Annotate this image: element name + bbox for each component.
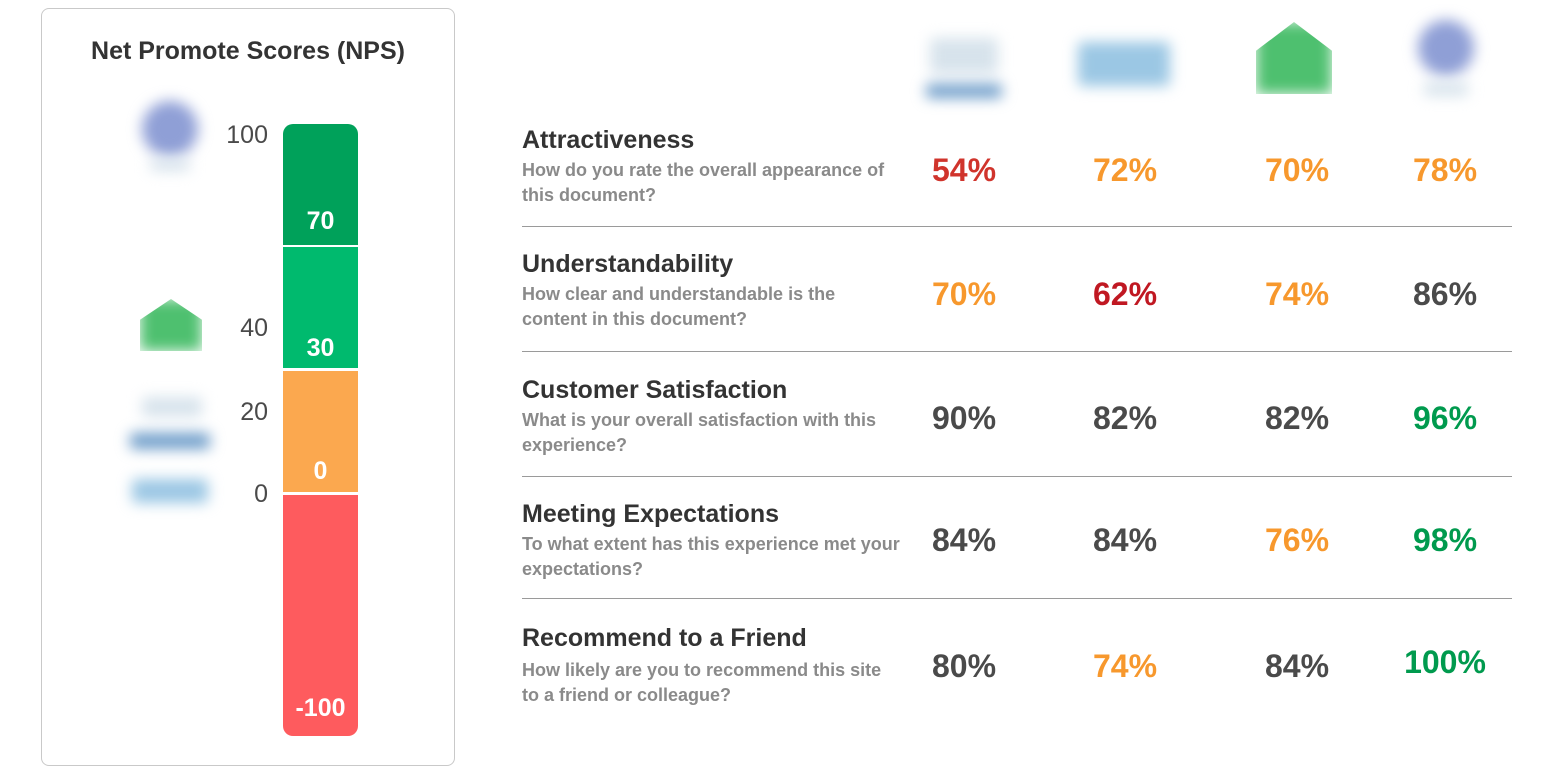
score-cell: 74% (1264, 276, 1330, 312)
scale-label-40: 40 (240, 314, 268, 342)
score-cell: 72% (1092, 152, 1158, 188)
column-logo-1-icon (930, 38, 998, 74)
nps-segment-good: 30 (283, 247, 358, 368)
row-divider (522, 226, 1512, 227)
metric-row-meeting-expectations: Meeting Expectations To what extent has … (522, 498, 1512, 598)
metric-row-customer-satisfaction: Customer Satisfaction What is your overa… (522, 374, 1512, 474)
nps-segment-label: 70 (306, 207, 335, 235)
nps-segment-detractors: -100 (283, 495, 358, 736)
metric-question: To what extent has this experience met y… (522, 534, 900, 579)
row-divider (522, 351, 1512, 352)
column-logo-2-icon (1078, 42, 1170, 86)
score-cell: 98% (1412, 522, 1478, 558)
metric-title: Customer Satisfaction (522, 376, 788, 404)
score-cell: 90% (931, 400, 997, 436)
nps-segment-label: 0 (313, 457, 328, 485)
score-cell: 84% (1264, 648, 1330, 684)
blurred-logo-caption-icon (150, 159, 190, 171)
nps-gauge: 70 30 0 -100 (283, 124, 358, 736)
metric-row-understandability: Understandability How clear and understa… (522, 248, 1512, 348)
metric-row-recommend-to-a-friend: Recommend to a Friend How likely are you… (522, 622, 1512, 722)
score-cell: 80% (931, 648, 997, 684)
metric-question: How clear and understandable is the cont… (522, 284, 836, 329)
metrics-table: Attractiveness How do you rate the overa… (522, 0, 1512, 772)
score-cell: 96% (1412, 400, 1478, 436)
nps-segment-neutral: 0 (283, 371, 358, 492)
score-cell: 84% (1092, 522, 1158, 558)
blurred-logo-light-icon (142, 397, 202, 417)
scale-label-0: 0 (254, 480, 268, 508)
blurred-logo-house-icon (140, 299, 202, 351)
metric-title: Attractiveness (522, 126, 695, 154)
score-cell: 100% (1404, 644, 1486, 680)
metric-row-attractiveness: Attractiveness How do you rate the overa… (522, 124, 1512, 224)
score-cell: 78% (1412, 152, 1478, 188)
score-cell: 74% (1092, 648, 1158, 684)
metric-question: How likely are you to recommend this sit… (522, 660, 882, 705)
score-cell: 62% (1092, 276, 1158, 312)
metric-title: Recommend to a Friend (522, 624, 807, 652)
score-cell: 84% (931, 522, 997, 558)
score-cell: 82% (1092, 400, 1158, 436)
row-divider (522, 598, 1512, 599)
nps-segment-promoters: 70 (283, 124, 358, 245)
score-cell: 70% (1264, 152, 1330, 188)
nps-title: Net Promote Scores (NPS) (91, 37, 405, 65)
blurred-logo-bar-dark-icon (130, 433, 210, 449)
score-cell: 54% (931, 152, 997, 188)
blurred-logo-bar-icon (132, 479, 208, 503)
score-cell: 70% (931, 276, 997, 312)
score-cell: 76% (1264, 522, 1330, 558)
column-logo-1-bar-icon (926, 84, 1002, 98)
metric-question: What is your overall satisfaction with t… (522, 410, 877, 455)
scale-label-100: 100 (226, 121, 268, 149)
row-divider (522, 476, 1512, 477)
nps-card: Net Promote Scores (NPS) 100 40 20 0 70 … (41, 8, 455, 766)
score-cell: 86% (1412, 276, 1478, 312)
column-logo-4-icon (1418, 20, 1474, 76)
blurred-logo-circle-icon (142, 101, 198, 157)
nps-segment-label: 30 (306, 334, 335, 362)
metric-title: Meeting Expectations (522, 500, 779, 528)
nps-segment-label: -100 (295, 694, 346, 722)
metric-title: Understandability (522, 250, 734, 278)
metric-question: How do you rate the overall appearance o… (522, 160, 885, 205)
column-logo-4-caption-icon (1424, 82, 1468, 96)
score-cell: 82% (1264, 400, 1330, 436)
scale-label-20: 20 (240, 398, 268, 426)
